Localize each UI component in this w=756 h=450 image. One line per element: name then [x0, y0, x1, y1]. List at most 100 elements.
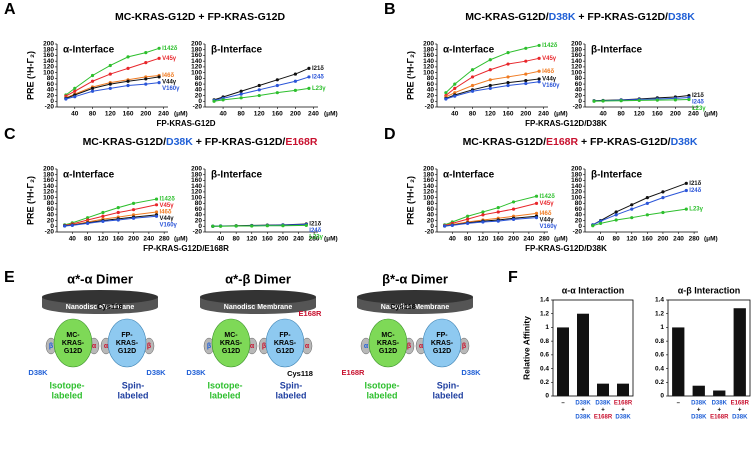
y-tick-label: 120 — [423, 64, 434, 71]
protein-label: G12D — [379, 348, 397, 355]
y-tick-label: 180 — [43, 46, 54, 53]
series-label: I142δ — [542, 43, 558, 49]
data-point — [481, 210, 485, 214]
title-part: E168R — [285, 136, 318, 148]
caption: Spin- — [122, 380, 145, 390]
bar — [617, 383, 629, 396]
lobe-label: α — [250, 343, 255, 350]
y-tick-label: 0.6 — [540, 352, 549, 359]
data-point — [304, 223, 308, 228]
series-line — [592, 189, 687, 226]
x-unit: (μM) — [174, 111, 188, 118]
x-tick-label: 120 — [478, 236, 489, 243]
caption: Isotope- — [208, 380, 243, 390]
data-point — [144, 61, 148, 65]
y-tick-label: 60 — [195, 206, 203, 213]
x-tick-label: 160 — [123, 111, 134, 118]
x-tick-label: 160 — [503, 111, 514, 118]
protein-label: G12D — [276, 348, 294, 355]
data-point — [466, 221, 470, 226]
data-point — [534, 216, 539, 220]
y-tick-label: 0 — [430, 98, 434, 105]
y-tick-label: 120 — [191, 189, 202, 196]
caption: labeled — [51, 390, 82, 400]
y-tick-label: 160 — [571, 177, 582, 184]
series-label: V44γ — [542, 77, 557, 83]
data-point — [524, 79, 528, 83]
x-tick-label: 200 — [278, 236, 289, 243]
membrane-label: Nanodisc Membrane — [224, 304, 293, 311]
title-part: MC-KRAS-G12D + FP-KRAS-G12D — [115, 11, 285, 23]
data-point — [275, 91, 279, 95]
y-tick-label: 0 — [430, 223, 434, 230]
x-tick-label: 120 — [626, 236, 637, 243]
y-tick-label: 140 — [43, 58, 54, 65]
mc-protein — [368, 318, 408, 368]
data-point — [157, 46, 161, 50]
data-point — [506, 75, 510, 79]
data-point — [73, 89, 77, 93]
y-tick-label: -20 — [193, 229, 203, 236]
lobe-label: β — [262, 343, 267, 350]
series-line — [444, 202, 537, 226]
title-part: D38K — [668, 11, 695, 23]
data-point — [307, 66, 311, 70]
fp-protein — [265, 318, 305, 368]
x-tick-label: + — [601, 408, 605, 414]
data-point — [614, 213, 618, 217]
y-tick-label: 140 — [191, 183, 202, 190]
title-part: + FP-KRAS-G12D/ — [578, 136, 671, 148]
x-tick-label: D38K — [712, 401, 728, 407]
data-point — [524, 81, 528, 86]
title-part: D38K — [166, 136, 193, 148]
title-part: D38K — [549, 11, 576, 23]
x-tick-label: 80 — [464, 236, 472, 243]
y-tick-label: 200 — [571, 41, 582, 48]
x-tick-label: 200 — [670, 111, 681, 118]
y-tick-label: 80 — [47, 200, 55, 207]
x-tick-label: E168R — [731, 401, 750, 407]
protein-label: G12D — [64, 348, 82, 355]
x-tick-label: 240 — [673, 236, 684, 243]
data-point — [281, 224, 285, 228]
bar — [557, 327, 569, 396]
data-point — [506, 62, 510, 66]
y-tick-label: 100 — [423, 69, 434, 76]
lobe-label: α — [419, 343, 424, 350]
x-tick-label: 200 — [520, 111, 531, 118]
y-tick-label: 0 — [198, 223, 202, 230]
data-point — [488, 86, 492, 90]
data-point — [655, 98, 659, 102]
y-tick-label: 180 — [423, 171, 434, 178]
plot-frame — [667, 299, 751, 397]
y-tick-label: 80 — [427, 75, 435, 82]
data-point — [131, 216, 136, 220]
lobe-label: β — [147, 343, 152, 350]
y-tick-label: 140 — [571, 58, 582, 65]
y-tick-label: 100 — [571, 69, 582, 76]
data-point — [453, 91, 457, 95]
x-tick-label: 80 — [84, 236, 92, 243]
x-tick-label: 40 — [449, 236, 457, 243]
y-tick-label: 0.2 — [540, 379, 549, 386]
x-tick-label: 160 — [262, 236, 273, 243]
y-tick-label: 160 — [43, 52, 54, 59]
bar — [713, 390, 726, 396]
data-point — [470, 89, 475, 93]
y-tick-label: 80 — [575, 200, 583, 207]
lobe-label: β — [407, 343, 412, 350]
data-point — [108, 72, 112, 76]
series-label: V44γ — [540, 217, 555, 223]
x-tick-label: 200 — [658, 236, 669, 243]
protein-label: G12D — [433, 348, 451, 355]
protein-label: FP- — [121, 332, 133, 339]
tag: D38K — [146, 368, 166, 377]
series-label: V45γ — [162, 56, 177, 62]
y-tick-label: 200 — [43, 166, 54, 173]
y-tick-label: 100 — [191, 69, 202, 76]
data-point — [234, 224, 238, 228]
data-point — [619, 99, 623, 103]
title-part: MC-KRAS-G12D/ — [465, 11, 549, 23]
data-point — [154, 197, 159, 201]
y-tick-label: 20 — [195, 92, 203, 99]
